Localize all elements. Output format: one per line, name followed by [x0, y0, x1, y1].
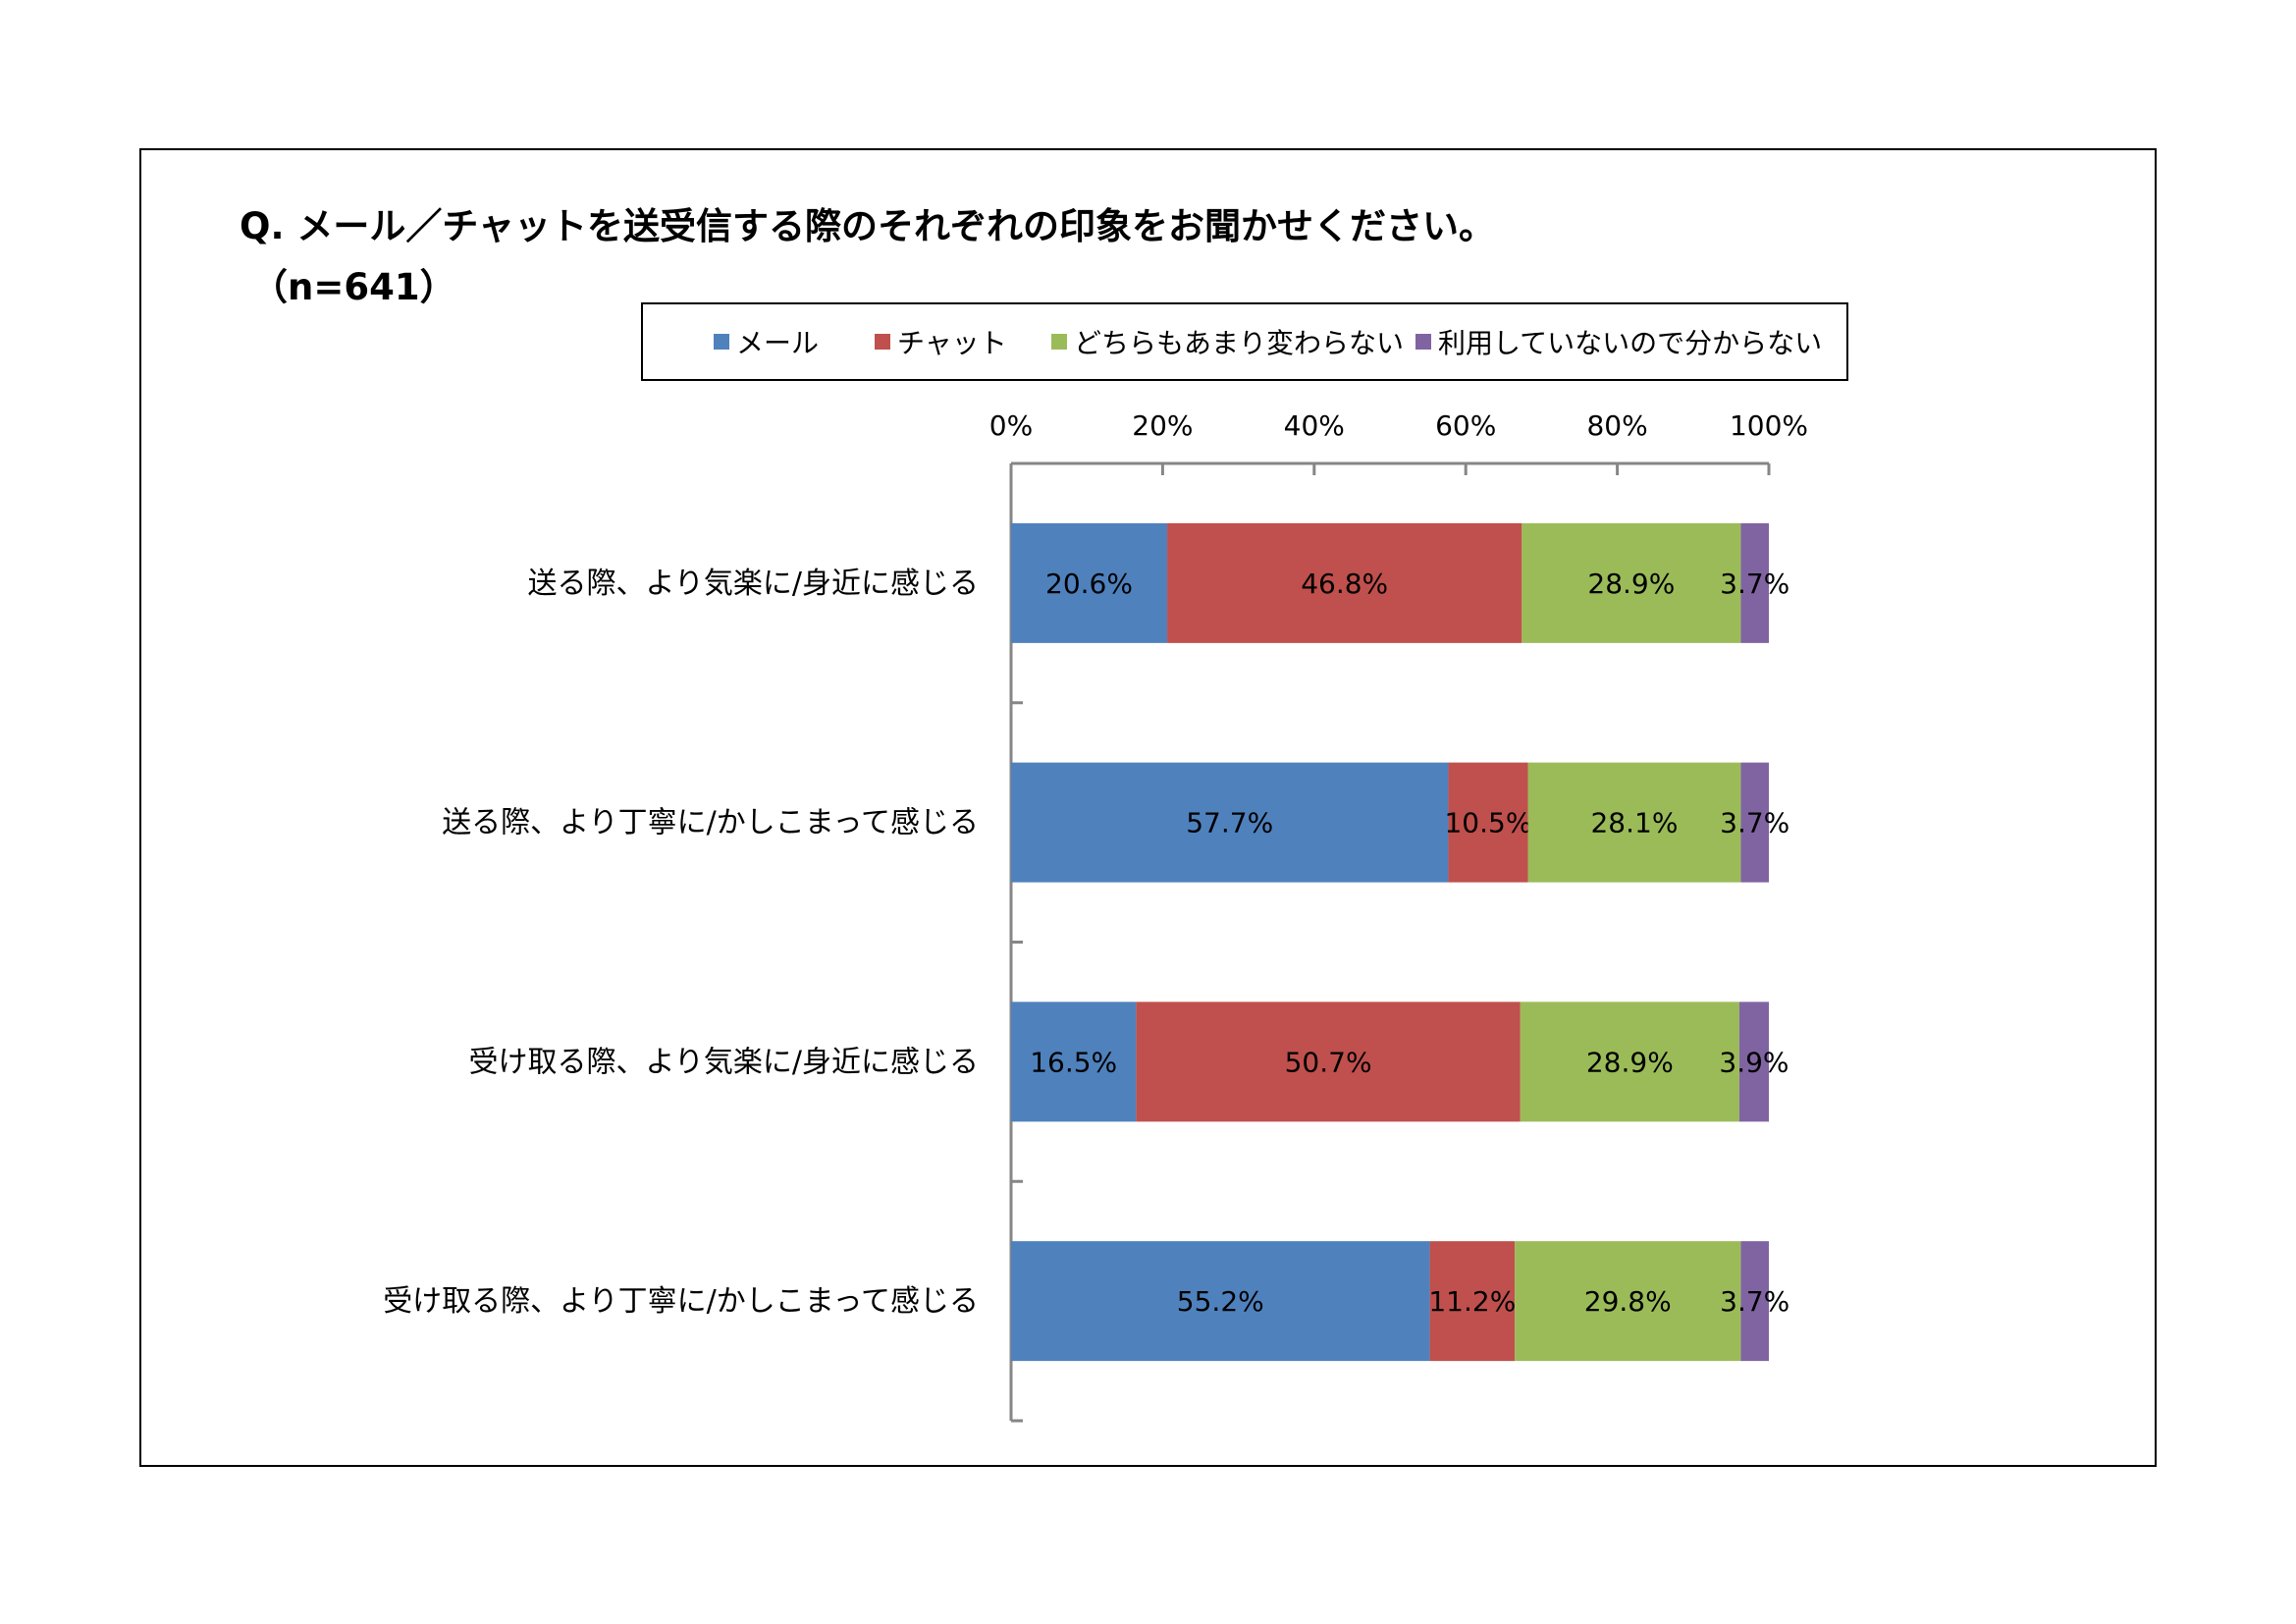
- legend-swatch-chat: [875, 334, 890, 350]
- data-label: 3.7%: [1720, 807, 1789, 839]
- x-tick-label: 0%: [989, 409, 1033, 442]
- bar-segment: [1011, 1241, 1430, 1362]
- data-label: 46.8%: [1301, 568, 1388, 600]
- x-tick-label: 100%: [1730, 409, 1808, 442]
- bar-segment: [1740, 762, 1769, 883]
- legend-label-same: どちらもあまり変わらない: [1074, 327, 1405, 359]
- legend-swatch-same: [1051, 334, 1067, 350]
- bar-segment: [1740, 522, 1769, 643]
- data-label: 28.9%: [1587, 568, 1675, 600]
- legend-label-chat: チャット: [897, 327, 1007, 359]
- category-label: 送る際、より丁寧に/かしこまって感じる: [442, 806, 979, 840]
- bar-segment: [1515, 1241, 1741, 1362]
- data-label: 3.9%: [1719, 1046, 1789, 1078]
- data-label: 11.2%: [1428, 1285, 1516, 1318]
- data-label: 3.7%: [1720, 1285, 1789, 1318]
- bar-segment: [1448, 762, 1528, 883]
- chart-legend: メール チャット どちらもあまり変わらない 利用していないので分からない: [641, 302, 1848, 381]
- data-label: 16.5%: [1030, 1046, 1117, 1078]
- category-label: 受け取る際、より気楽に/身近に感じる: [468, 1045, 979, 1079]
- legend-swatch-mail: [714, 334, 729, 350]
- category-label: 送る際、より気楽に/身近に感じる: [527, 567, 979, 601]
- data-label: 50.7%: [1285, 1046, 1372, 1078]
- legend-item-mail: メール: [714, 304, 819, 379]
- legend-label-mail: メール: [736, 327, 820, 359]
- bar-segment: [1136, 1001, 1521, 1122]
- category-label: 受け取る際、より丁寧に/かしこまって感じる: [383, 1284, 979, 1319]
- data-label: 28.1%: [1590, 807, 1678, 839]
- bar-segment: [1011, 1001, 1137, 1122]
- bar-segment: [1738, 1001, 1769, 1122]
- legend-item-unused: 利用していないので分からない: [1415, 304, 1822, 379]
- bar-segment: [1011, 522, 1168, 643]
- legend-item-same: どちらもあまり変わらない: [1051, 304, 1404, 379]
- data-label: 20.6%: [1045, 568, 1133, 600]
- legend-item-chat: チャット: [875, 304, 1007, 379]
- bar-segment: [1740, 1241, 1769, 1362]
- sample-size: （n=641）: [251, 266, 456, 308]
- bar-segment: [1527, 762, 1741, 883]
- data-label: 10.5%: [1444, 807, 1531, 839]
- data-label: 29.8%: [1584, 1285, 1672, 1318]
- bar-segment: [1167, 522, 1522, 643]
- bar-segment: [1011, 762, 1449, 883]
- data-label: 57.7%: [1186, 807, 1273, 839]
- chart-frame: [139, 148, 2157, 1467]
- data-label: 3.7%: [1720, 568, 1789, 600]
- bar-segment: [1520, 1001, 1739, 1122]
- legend-swatch-unused: [1415, 334, 1431, 350]
- x-tick-label: 20%: [1132, 409, 1193, 442]
- bar-segment: [1429, 1241, 1516, 1362]
- legend-label-unused: 利用していないので分からない: [1438, 327, 1823, 359]
- bar-segment: [1522, 522, 1741, 643]
- x-tick-label: 80%: [1586, 409, 1647, 442]
- plot-area: 0% 20% 40% 60% 80% 100% 送る際、より気楽に/身近に感じる 20.6% 4…: [383, 409, 1808, 1423]
- x-tick-label: 40%: [1284, 409, 1345, 442]
- chart-title: Q. メール／チャットを送受信する際のそれぞれの印象をお聞かせください。: [240, 205, 1496, 247]
- data-label: 55.2%: [1177, 1285, 1264, 1318]
- x-tick-label: 60%: [1435, 409, 1496, 442]
- data-label: 28.9%: [1586, 1046, 1674, 1078]
